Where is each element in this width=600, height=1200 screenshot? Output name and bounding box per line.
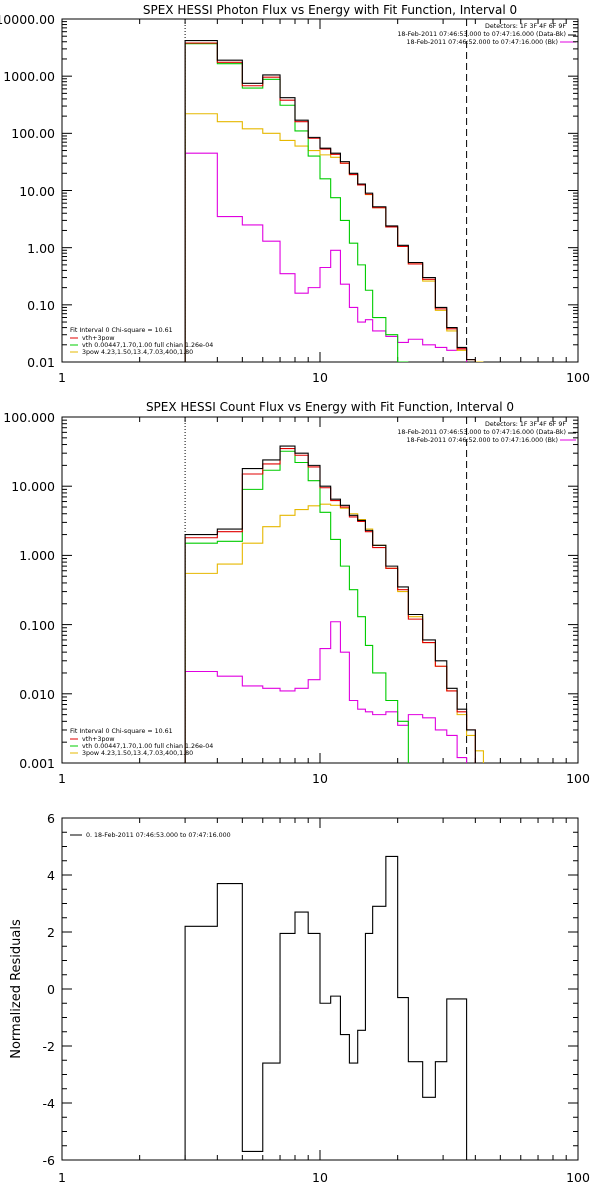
y-tick-label: 1000.00: [3, 69, 55, 84]
x-tick-label: 10: [312, 370, 328, 385]
tick-marks: [61, 417, 578, 764]
y-tick-label: 100.00: [11, 126, 55, 141]
residuals-y-axis: 6 4 2 0 -2 -4 -6: [43, 811, 56, 1168]
residuals-y-axis-label: Normalized Residuals: [9, 919, 24, 1059]
legend-data-interval: 18-Feb-2011 07:46:53.000 to 07:47:16.000…: [397, 31, 566, 38]
y-tick-label: 1.00: [27, 241, 55, 256]
y-tick-label: 0.001: [19, 756, 55, 771]
y-tick-label: 6: [47, 811, 55, 826]
legend-vth: vth 0.00447,1.70,1.00 full chian 1.26e-0…: [82, 743, 213, 750]
y-tick-label: 1.000: [19, 548, 55, 563]
legend-vth-3pow: vth+3pow: [82, 736, 114, 743]
series-vth-3pow-line: [184, 42, 476, 362]
x-tick-label: 100: [566, 370, 590, 385]
y-tick-label: 100.000: [3, 410, 55, 425]
y-tick-label: 10000.00: [0, 12, 55, 27]
y-tick-label: 4: [47, 868, 55, 883]
series-bk-line: [184, 152, 468, 362]
y-tick-label: 0: [47, 982, 55, 997]
photon-flux-legend-top-right: Detectors: 1F 3F 4F 6F 9F 18-Feb-2011 07…: [397, 23, 576, 46]
count-flux-panel: SPEX HESSI Count Flux vs Energy with Fit…: [3, 400, 590, 786]
legend-vth-3pow: vth+3pow: [82, 335, 114, 342]
series-bk-line: [184, 621, 468, 763]
y-tick-label: -6: [43, 1153, 56, 1168]
y-tick-label: 0.010: [19, 687, 55, 702]
tick-marks: [61, 19, 578, 363]
photon-flux-plot-frame: [61, 18, 579, 363]
legend-fit-interval: Fit Interval 0 Chi-square = 10.61: [70, 327, 173, 334]
y-tick-label: 10.00: [19, 184, 55, 199]
legend-bk-interval: 18-Feb-2011 07:46:52.000 to 07:47:16.000…: [406, 437, 558, 444]
legend-fit-interval: Fit Interval 0 Chi-square = 10.61: [70, 728, 173, 735]
y-tick-label: 0.100: [19, 618, 55, 633]
count-flux-x-axis: 1 10 100: [58, 771, 590, 786]
y-tick-label: 10.000: [11, 479, 55, 494]
x-tick-label: 100: [566, 1170, 590, 1185]
x-tick-label: 1: [58, 771, 66, 786]
residuals-x-axis: 1 10 100: [58, 1170, 590, 1185]
legend-3pow: 3pow 4.23,1.50,13.4,7.03,400,1.80: [82, 349, 193, 356]
residuals-legend: 0. 18-Feb-2011 07:46:53.000 to 07:47:16.…: [70, 832, 231, 839]
legend-bk-interval: 18-Feb-2011 07:46:52.000 to 07:47:16.000…: [406, 39, 558, 46]
legend-detectors: Detectors: 1F 3F 4F 6F 9F: [485, 23, 566, 30]
count-flux-legend-top-right: Detectors: 1F 3F 4F 6F 9F 18-Feb-2011 07…: [397, 421, 576, 444]
x-tick-label: 10: [312, 1170, 328, 1185]
count-flux-title: SPEX HESSI Count Flux vs Energy with Fit…: [146, 400, 514, 414]
residuals-panel: Normalized Residuals 6 4 2 0 -2 -4 -6 1 …: [9, 811, 590, 1185]
tick-marks: [61, 817, 578, 1161]
legend-residuals: 0. 18-Feb-2011 07:46:53.000 to 07:47:16.…: [86, 832, 231, 839]
photon-flux-legend-bottom-left: Fit Interval 0 Chi-square = 10.61 vth+3p…: [70, 327, 213, 356]
series-3pow-line: [184, 113, 484, 362]
y-tick-label: -2: [43, 1039, 55, 1054]
series-3pow-line: [184, 503, 484, 763]
y-tick-label: 0.10: [27, 298, 55, 313]
x-tick-label: 10: [312, 771, 328, 786]
series-data-bk-line: [184, 39, 476, 362]
x-tick-label: 1: [58, 1170, 66, 1185]
legend-3pow: 3pow 4.23,1.50,13.4,7.03,400,1.80: [82, 750, 193, 757]
y-tick-label: -4: [43, 1096, 56, 1111]
series-vth-line: [184, 450, 409, 763]
x-tick-label: 100: [566, 771, 590, 786]
series-0-line: [184, 855, 468, 1160]
legend-vth: vth 0.00447,1.70,1.00 full chian 1.26e-0…: [82, 342, 213, 349]
count-flux-y-axis: 100.000 10.000 1.000 0.100 0.010 0.001: [3, 410, 55, 771]
count-flux-legend-bottom-left: Fit Interval 0 Chi-square = 10.61 vth+3p…: [70, 728, 213, 757]
legend-data-interval: 18-Feb-2011 07:46:53.000 to 07:47:16.000…: [397, 429, 566, 436]
legend-detectors: Detectors: 1F 3F 4F 6F 9F: [485, 421, 566, 428]
photon-flux-x-axis: 1 10 100: [58, 370, 590, 385]
y-tick-label: 0.01: [27, 355, 55, 370]
photon-flux-y-axis: 10000.00 1000.00 100.00 10.00 1.00 0.10 …: [0, 12, 55, 370]
y-tick-label: 2: [47, 925, 55, 940]
series-vth-line: [184, 43, 409, 362]
photon-flux-panel: SPEX HESSI Photon Flux vs Energy with Fi…: [0, 3, 590, 385]
photon-flux-title: SPEX HESSI Photon Flux vs Energy with Fi…: [143, 3, 517, 17]
series-data-bk-line: [184, 445, 476, 763]
x-tick-label: 1: [58, 370, 66, 385]
